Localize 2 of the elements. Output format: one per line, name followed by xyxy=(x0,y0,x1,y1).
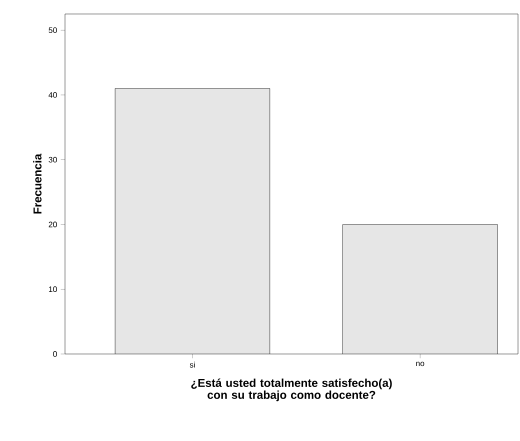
y-axis-title: Frecuencia xyxy=(33,154,42,214)
x-axis-title: ¿Está usted totalmente satisfecho(a) con su trabajo como docente? xyxy=(191,378,392,402)
